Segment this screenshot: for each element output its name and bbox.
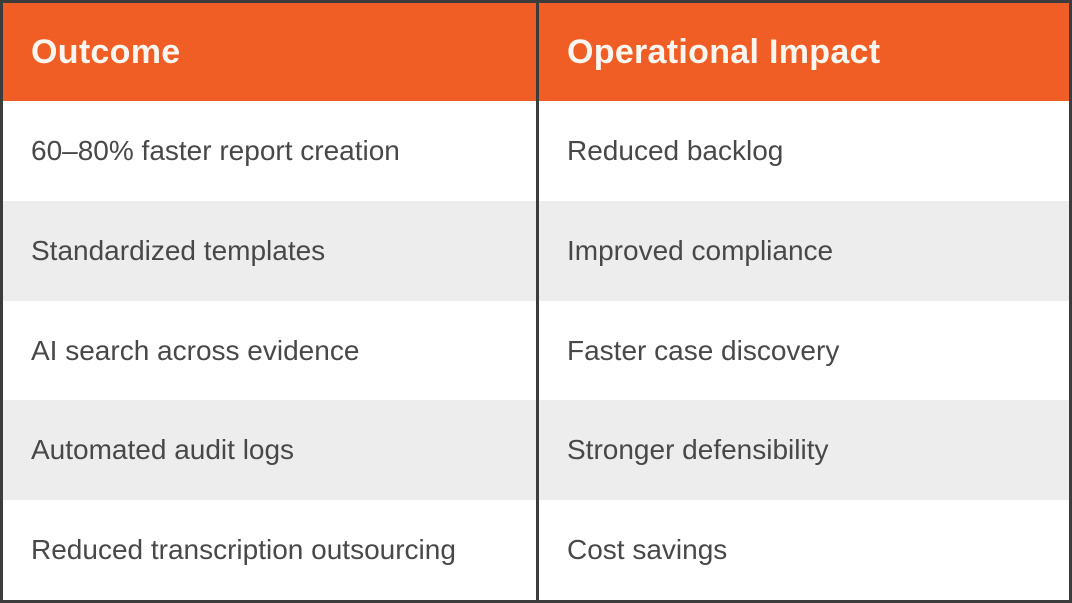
cell-outcome: Standardized templates [31, 234, 326, 266]
table-row: Automated audit logs Stronger defensibil… [3, 400, 1069, 501]
cell-impact: Stronger defensibility [536, 400, 1069, 501]
cell-impact: Improved compliance [536, 200, 1069, 301]
cell-outcome: Reduced transcription outsourcing [31, 534, 456, 566]
column-header-outcome: Outcome [31, 32, 181, 71]
cell-impact: Faster case discovery [536, 300, 1069, 401]
cell-outcome: Automated audit logs [31, 434, 295, 466]
cell-outcome: 60–80% faster report creation [31, 135, 400, 167]
table-row: AI search across evidence Faster case di… [3, 300, 1069, 401]
cell-impact: Reduced backlog [536, 101, 1069, 201]
table-header-row: Outcome Operational Impact [3, 3, 1069, 101]
table-row: Standardized templates Improved complian… [3, 200, 1069, 301]
cell-outcome: AI search across evidence [31, 334, 360, 366]
cell-impact: Cost savings [536, 500, 1069, 600]
table-row: Reduced transcription outsourcing Cost s… [3, 500, 1069, 600]
column-header-operational-impact: Operational Impact [536, 3, 1069, 101]
table-row: 60–80% faster report creation Reduced ba… [3, 101, 1069, 201]
